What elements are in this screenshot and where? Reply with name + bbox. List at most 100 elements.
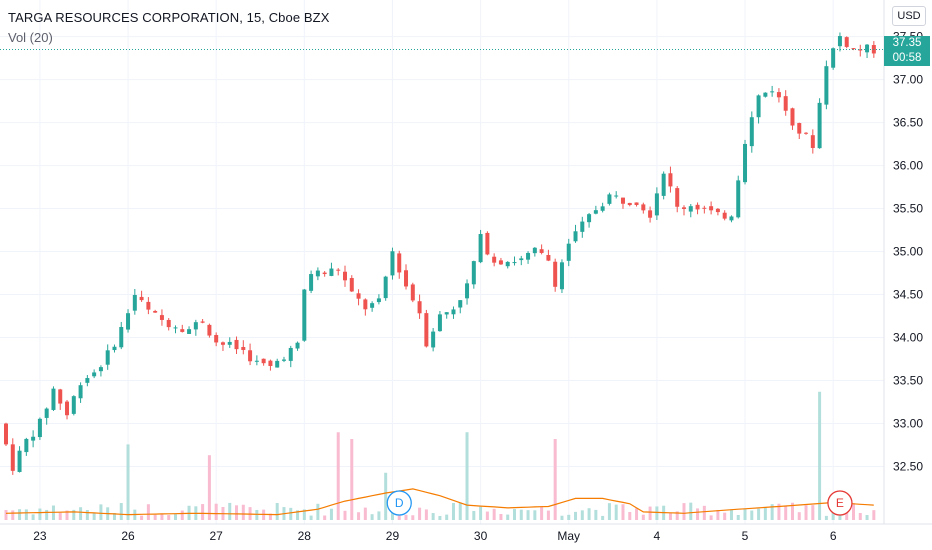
volume-bar — [492, 508, 496, 520]
candle-body — [370, 303, 375, 308]
volume-bar — [357, 512, 361, 520]
candle-body — [309, 274, 314, 291]
price-tick-label: 37.00 — [893, 73, 923, 87]
candle-body — [688, 206, 693, 212]
candle-body — [749, 117, 754, 147]
volume-bar — [797, 512, 801, 520]
candle-body — [729, 216, 734, 221]
candle-body — [858, 49, 863, 51]
volume-bar — [99, 504, 103, 520]
time-axis[interactable]: 23 26 27 28 29 30 May 4 5 6 — [33, 529, 837, 543]
candle-body — [695, 204, 700, 210]
volume-bar — [757, 508, 761, 520]
candle-body — [756, 95, 761, 118]
price-tick-label: 36.00 — [893, 159, 923, 173]
volume-bar — [275, 502, 279, 520]
candle-body — [587, 214, 592, 223]
volume-bar — [750, 510, 754, 520]
candle-body — [295, 342, 300, 349]
candle-body — [573, 231, 578, 242]
candle-body — [200, 321, 205, 323]
volume-bar — [485, 511, 489, 520]
candle-body — [187, 329, 192, 334]
volume-bar — [438, 515, 442, 520]
volume-bar — [316, 503, 320, 520]
volume-bar — [65, 510, 69, 520]
candle-body — [492, 256, 497, 263]
candle-body — [634, 202, 639, 205]
candle-body — [85, 378, 90, 383]
last-price-tag: 37.35 00:58 — [884, 36, 930, 66]
volume-bar — [729, 509, 733, 520]
volume-bar — [350, 439, 354, 520]
candle-body — [10, 444, 15, 471]
candle-body — [837, 36, 842, 47]
volume-bar — [112, 513, 116, 520]
candle-body — [248, 350, 253, 362]
earnings-marker — [827, 490, 853, 516]
bar-countdown: 00:58 — [892, 52, 922, 64]
volume-bar — [574, 511, 578, 520]
volume-bar — [431, 513, 435, 520]
candle-body — [553, 261, 558, 287]
volume-bar — [424, 509, 428, 520]
volume-bar — [180, 510, 184, 520]
candle-body — [668, 173, 673, 187]
candle-body — [363, 299, 368, 310]
candle-body — [593, 210, 598, 214]
symbol-title[interactable]: TARGA RESOURCES CORPORATION, 15, Cboe BZ… — [8, 10, 330, 25]
volume-bar — [160, 513, 164, 520]
volume-bar — [872, 510, 876, 520]
volume-indicator-label[interactable]: Vol (20) — [8, 30, 53, 45]
volume-bar — [655, 506, 659, 520]
candle-body — [44, 408, 49, 418]
volume-bar — [363, 507, 367, 520]
candle-body — [810, 135, 815, 149]
volume-bar — [390, 510, 394, 520]
candle-body — [404, 270, 409, 287]
candle-body — [444, 312, 449, 315]
candle-body — [92, 372, 97, 377]
candle-body — [180, 329, 185, 332]
candle-body — [193, 322, 198, 330]
candle-body — [241, 347, 246, 350]
volume-bar — [682, 503, 686, 520]
volume-bar — [621, 504, 625, 520]
volume-bar — [831, 510, 835, 520]
volume-bar — [404, 514, 408, 520]
volume-bar — [228, 502, 232, 520]
volume-bar — [716, 509, 720, 520]
candle-body — [851, 48, 856, 50]
candle-body — [4, 423, 8, 445]
volume-bar — [370, 514, 374, 520]
price-tick-label: 32.50 — [893, 460, 923, 474]
candle-body — [24, 438, 29, 453]
volume-bar — [560, 515, 564, 520]
candle-body — [437, 314, 442, 332]
candle-body — [505, 261, 510, 267]
currency-button[interactable]: USD — [892, 6, 926, 26]
price-axis[interactable]: 37.5037.0036.5036.0035.5035.0034.5034.00… — [893, 30, 923, 474]
candle-body — [424, 313, 429, 347]
candle-body — [743, 143, 748, 183]
candle-body — [214, 335, 219, 343]
volume-bar — [31, 514, 35, 520]
candle-body — [31, 436, 36, 441]
price-tick-label: 35.00 — [893, 245, 923, 259]
volume-bar — [140, 515, 144, 520]
candle-body — [539, 249, 544, 253]
time-tick-label: 30 — [474, 529, 488, 543]
volume-bar — [336, 432, 340, 520]
price-tick-label: 33.00 — [893, 417, 923, 431]
candle-body — [146, 301, 151, 310]
volume-bar — [377, 511, 381, 520]
candle-body — [451, 309, 456, 315]
candle-body — [722, 212, 727, 219]
candle-body — [614, 195, 619, 197]
candle-body — [580, 221, 585, 232]
candle-body — [648, 210, 653, 218]
volume-bar — [451, 502, 455, 520]
